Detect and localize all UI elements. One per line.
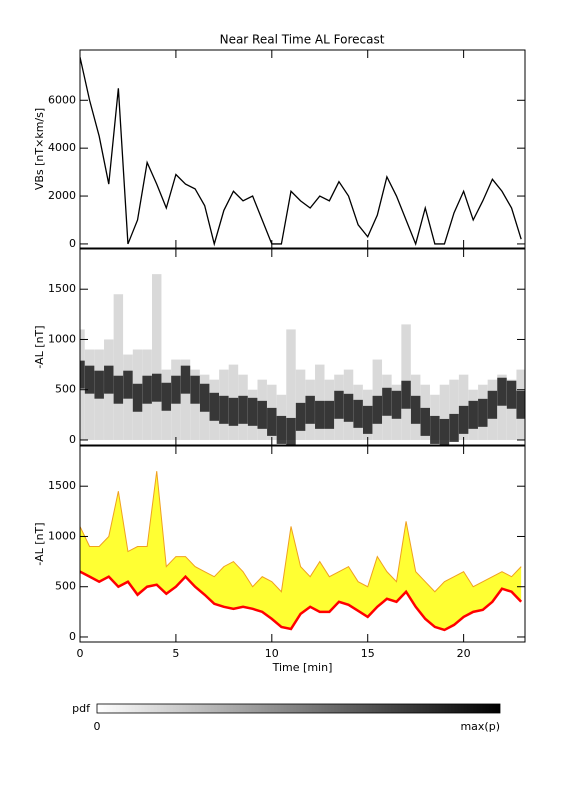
axes-frame [79,248,526,446]
density-core [238,395,248,424]
density-core [420,407,430,436]
x-tick-label: 5 [172,647,179,660]
density-spread [497,374,507,440]
density-core [334,390,344,419]
y-tick-label: 1500 [48,479,76,492]
density-core [353,399,363,428]
density-core [113,375,124,404]
density-core [516,390,525,419]
density-core [219,395,229,424]
data-line [80,57,522,247]
density-core [458,405,469,434]
y-axis-label: -AL [nT] [33,325,46,368]
y-tick-label: 1000 [48,529,76,542]
y-axis-label: VBs [nT×km/s] [33,108,46,190]
density-spread [113,294,124,440]
density-spread [180,359,191,440]
band-edge [80,471,522,593]
density-core [468,400,478,429]
density-core [478,398,488,427]
density-core [286,417,296,445]
density-core [401,380,411,409]
density-core [382,387,392,416]
y-tick-label: 1000 [48,332,76,345]
density-core [362,405,373,434]
density-core [199,383,210,412]
y-tick-label: 500 [55,580,76,593]
density-core [391,390,402,419]
density-core [94,370,104,399]
axes-frame [79,445,526,643]
x-tick-label: 0 [77,647,84,660]
density-core [295,402,306,431]
x-tick-label: 20 [457,647,471,660]
density-core [497,377,507,406]
density-spread [84,349,95,440]
x-axis-label: Time [min] [272,661,333,674]
density-core [372,395,383,424]
density-core [343,393,354,422]
forecast-band [80,471,522,630]
y-axis-label: -AL [nT] [33,522,46,565]
density-core [506,380,517,409]
density-core [123,370,133,399]
y-tick-label: 4000 [48,141,76,154]
panel: 0 500 1000 1500 0 5 10 15 20 -AL [nT] Time [min] [33,445,526,674]
density-core [80,360,85,389]
density-core [228,397,239,426]
plot-area [80,471,523,632]
density-core [449,413,459,442]
colorbar-min: 0 [94,720,101,733]
density-core [171,375,181,404]
density-spread [449,379,459,440]
y-tick-label: 2000 [48,189,76,202]
density-core [410,395,421,424]
density-core [487,390,498,419]
density-core [190,375,200,404]
axes-frame [79,49,526,249]
density-core [180,365,191,394]
colorbar [96,703,501,714]
density-core [84,365,95,394]
median-line [80,570,523,632]
x-tick-label: 10 [265,647,279,660]
panel: 0 500 1000 1500 -AL [nT] [33,248,526,446]
density-core [104,365,114,394]
colorbar-label: pdf [72,702,91,715]
density-core [305,395,315,424]
y-tick-label: 0 [69,237,76,250]
density-core [132,383,143,412]
density-core [161,382,172,411]
density-spread [151,274,162,440]
density-core [439,418,450,445]
density-core [315,400,325,429]
density-core [142,375,152,404]
density-spread [286,329,296,440]
density-core [324,400,335,429]
y-tick-label: 500 [55,383,76,396]
y-tick-label: 0 [69,433,76,446]
y-tick-label: 1500 [48,282,76,295]
plot-area [80,274,525,445]
colorbar-max: max(p) [460,720,500,733]
density-core [209,392,220,421]
density-core [257,400,267,429]
density-spread [506,379,517,440]
density-spread [190,369,200,440]
density-spread [439,384,450,440]
density-core [151,373,162,402]
y-tick-label: 6000 [48,93,76,106]
density-core [276,415,287,444]
density-core [267,407,277,436]
x-tick-label: 15 [361,647,375,660]
plot-area [80,57,522,247]
density-core [247,397,258,426]
y-tick-label: 0 [69,630,76,643]
density-core [430,415,440,444]
chart-title: Near Real Time AL Forecast [220,33,385,47]
